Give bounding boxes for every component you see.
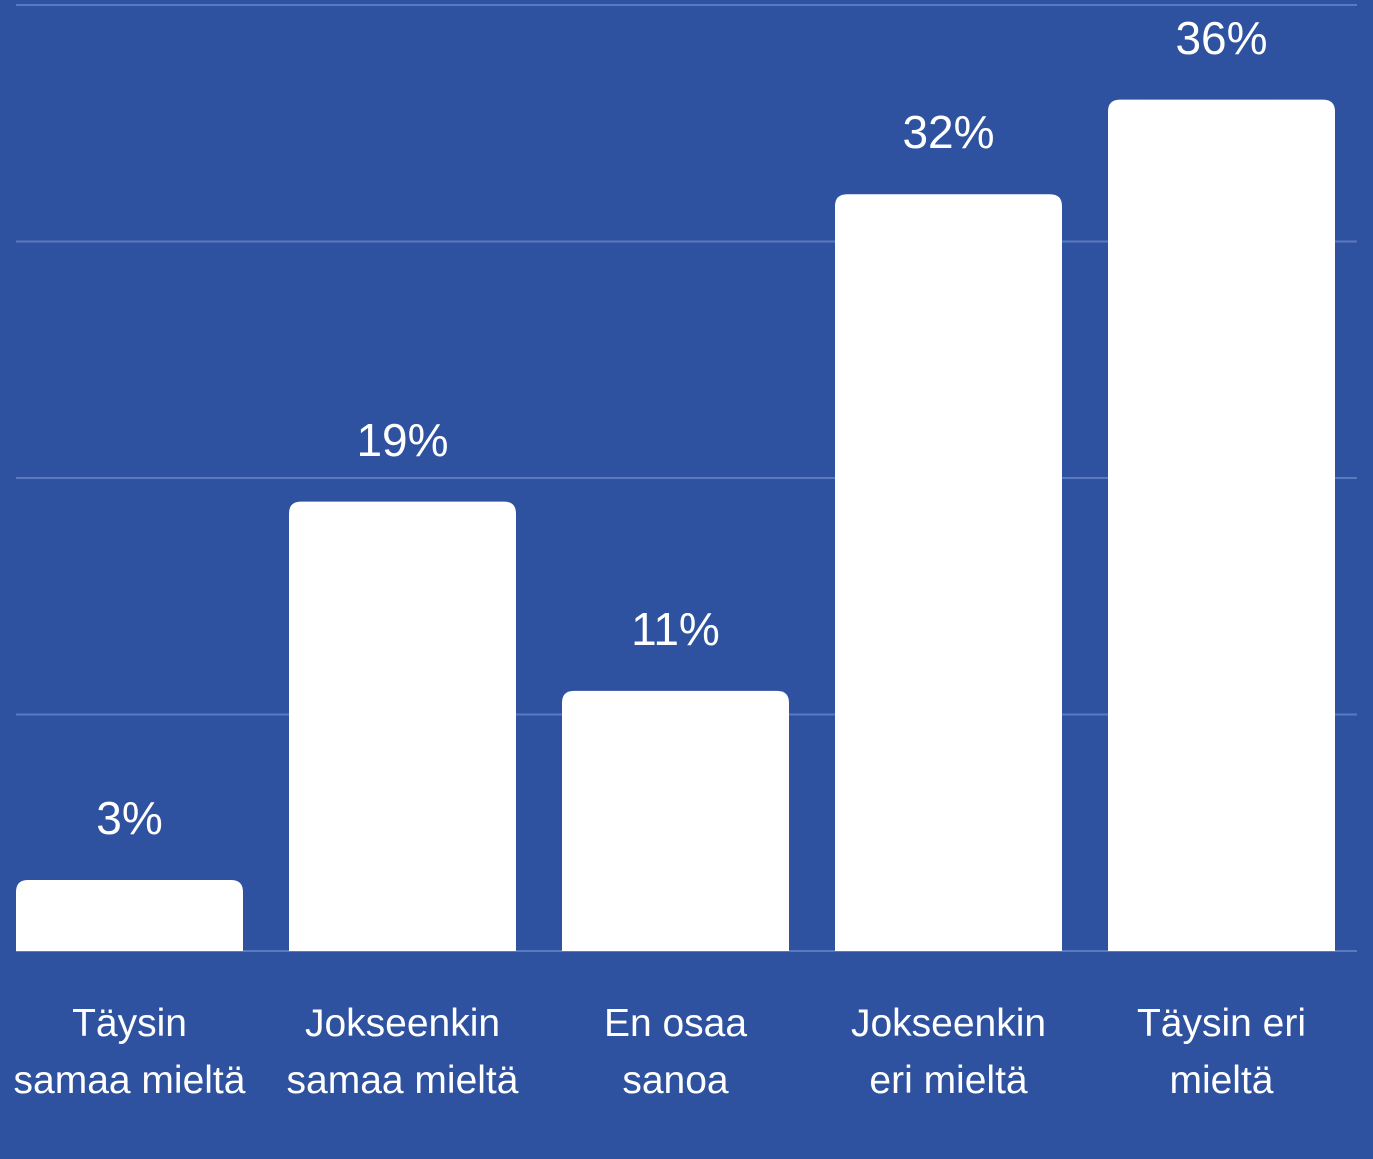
x-tick-label: Jokseenkin eri mieltä	[850, 1002, 1047, 1102]
x-tick-label: Jokseenkin samaa mieltä	[286, 1002, 519, 1102]
bar	[835, 194, 1062, 951]
bar	[289, 501, 516, 951]
value-label: 36%	[1175, 11, 1268, 64]
value-label: 11%	[631, 602, 720, 655]
x-tick-label: Täysin eri mieltä	[1136, 1002, 1307, 1102]
bar	[1108, 99, 1335, 952]
value-label: 32%	[902, 106, 995, 159]
x-tick-label: En osaa sanoa	[603, 1002, 748, 1102]
value-label: 3%	[96, 792, 163, 845]
value-label: 19%	[356, 413, 449, 466]
x-tick-label: Täysin samaa mieltä	[13, 1002, 246, 1102]
bar	[562, 690, 789, 951]
bar	[16, 880, 243, 951]
